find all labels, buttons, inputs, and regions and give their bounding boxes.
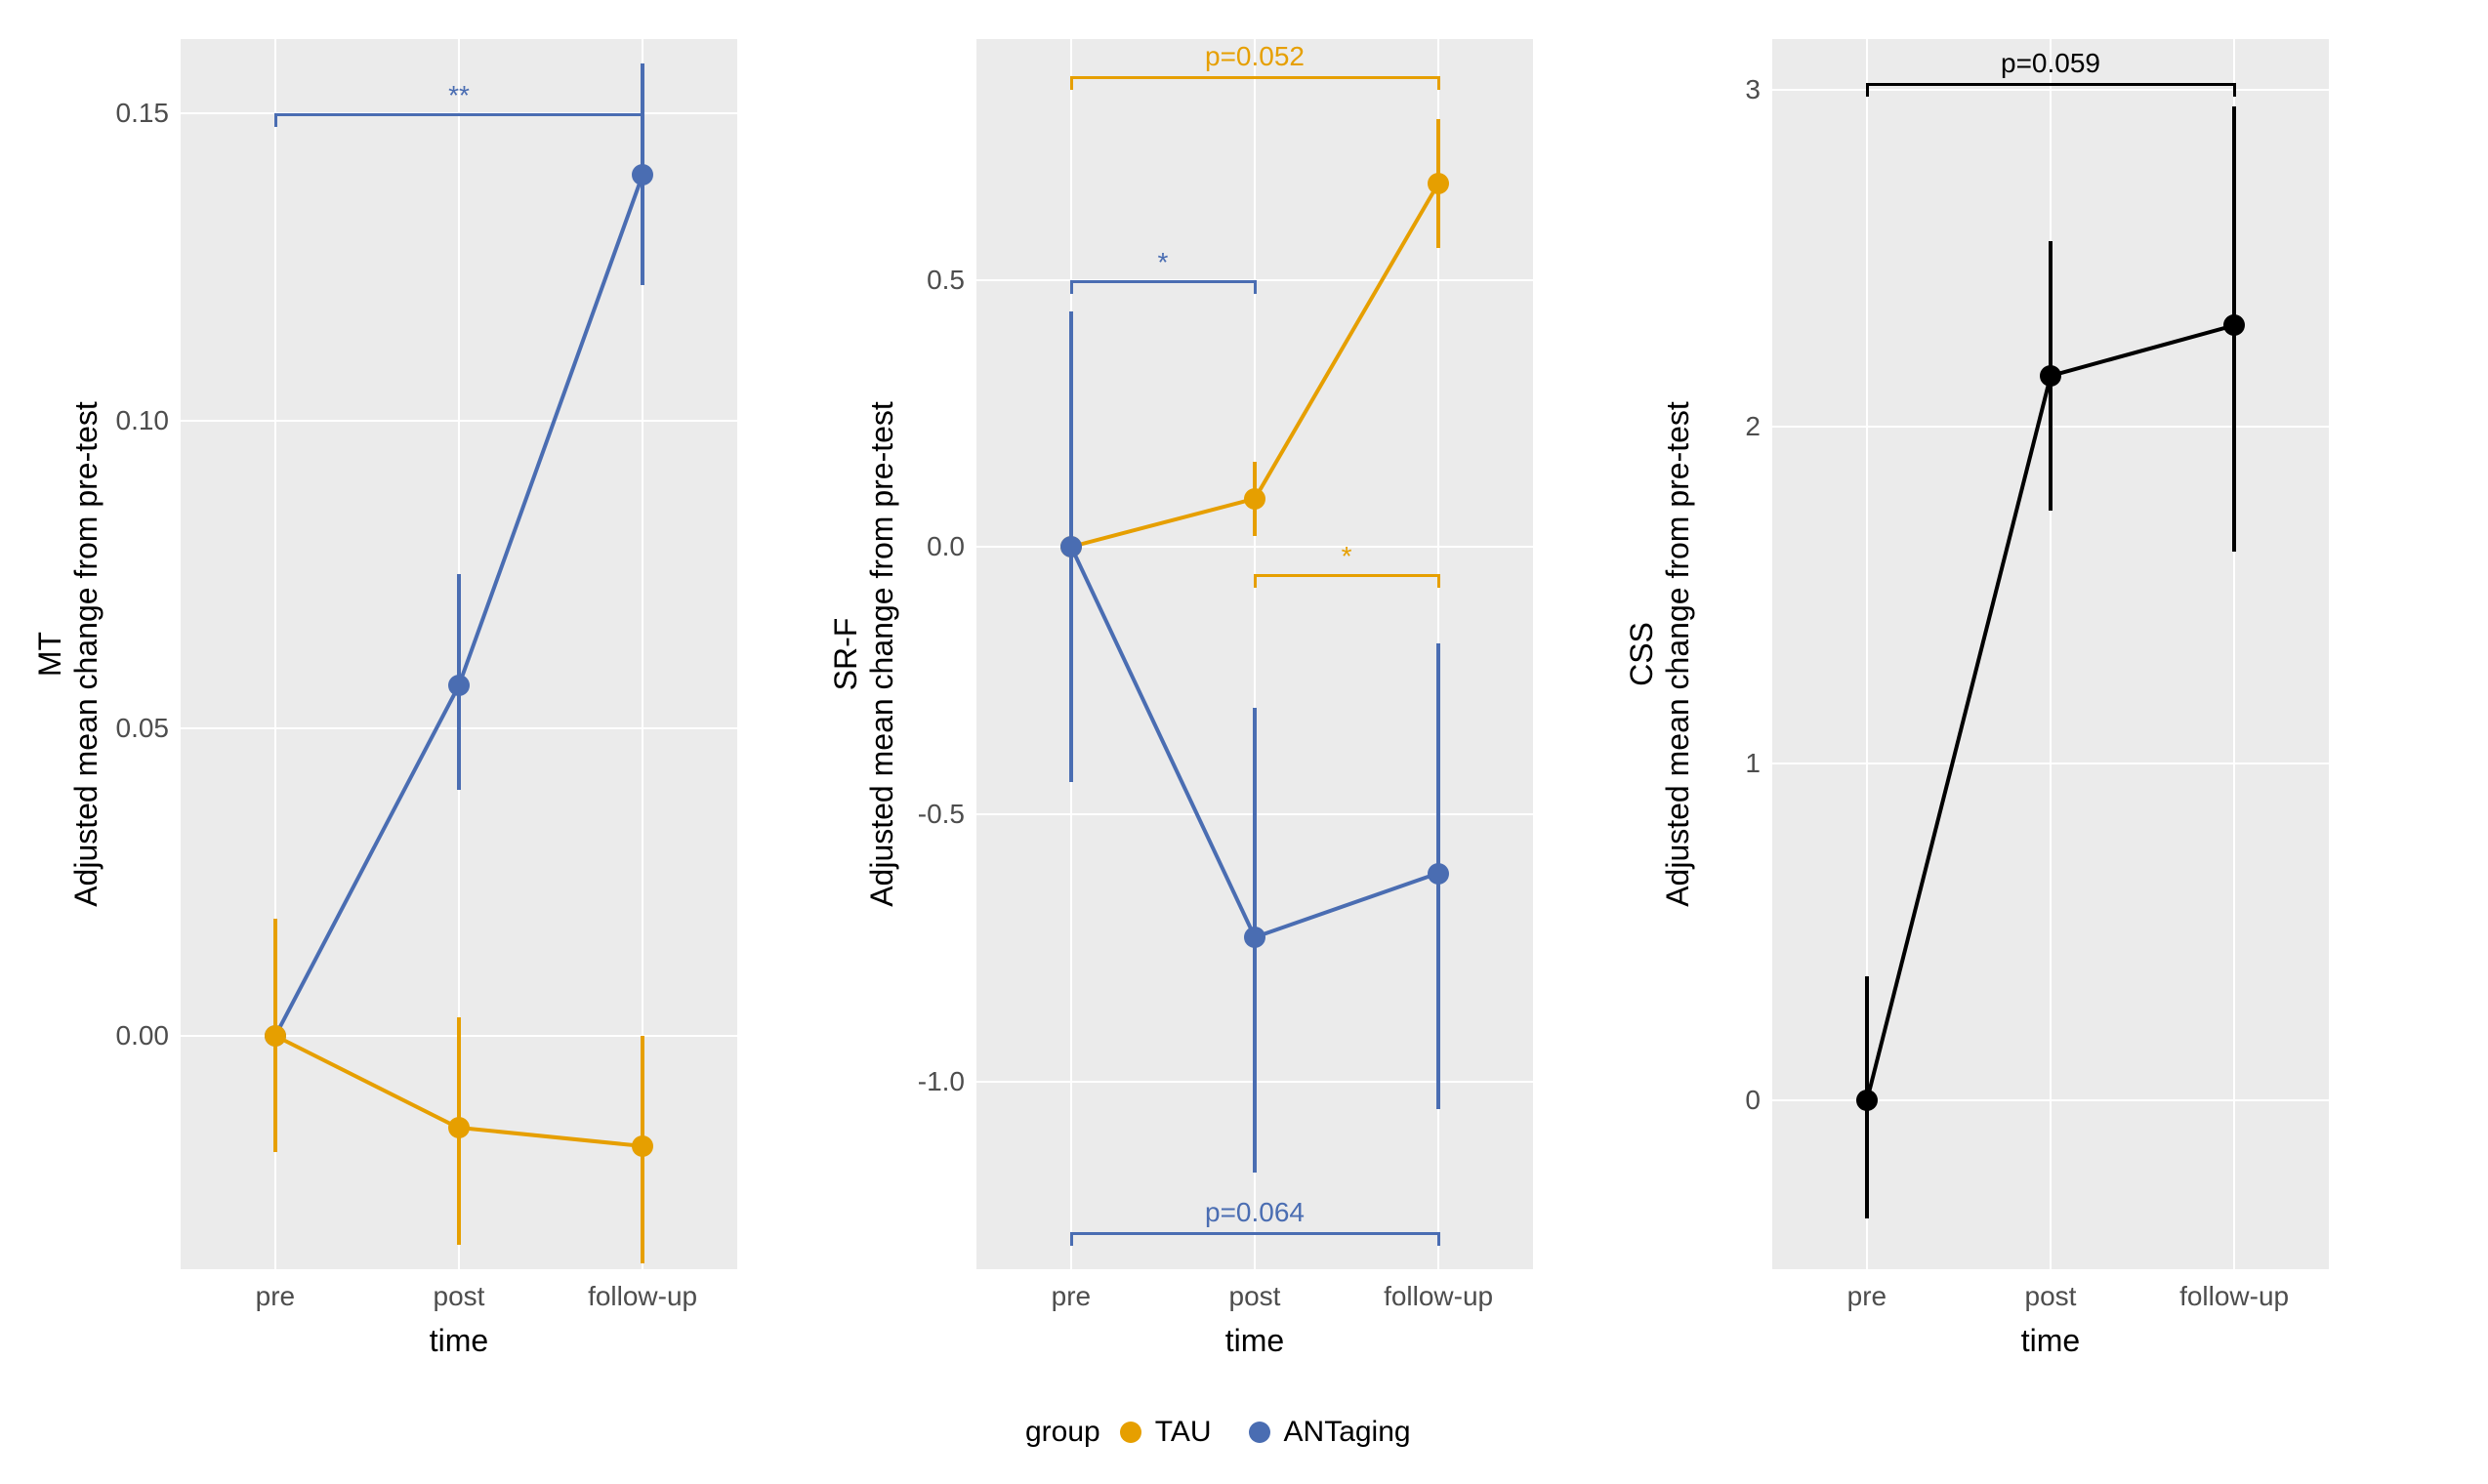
series-segment bbox=[457, 174, 644, 685]
significance-label: p=0.064 bbox=[1205, 1197, 1305, 1228]
ytick-label: 1 bbox=[1745, 748, 1772, 779]
sig-tick bbox=[1437, 76, 1440, 90]
ytick-label: 0.10 bbox=[116, 405, 182, 436]
significance-bar bbox=[275, 113, 643, 116]
sig-tick bbox=[1866, 83, 1869, 97]
ytick-label: -0.5 bbox=[918, 799, 976, 830]
data-point bbox=[2040, 365, 2061, 387]
xtick-label: post bbox=[2025, 1269, 2077, 1312]
series-segment bbox=[273, 684, 461, 1037]
sig-tick bbox=[1254, 280, 1257, 294]
series-segment bbox=[1069, 547, 1257, 939]
y-axis-title-line1: MT bbox=[32, 401, 68, 907]
significance-bar bbox=[1867, 83, 2234, 86]
sig-tick bbox=[2233, 83, 2236, 97]
legend-swatch bbox=[1120, 1422, 1141, 1443]
legend-title: group bbox=[1025, 1416, 1100, 1449]
plot-area: -1.0-0.50.00.5prepostfollow-uptimeSR-FAd… bbox=[976, 39, 1533, 1269]
y-axis-title-line2: Adjusted mean change from pre-test bbox=[864, 401, 900, 907]
panel-srf: -1.0-0.50.00.5prepostfollow-uptimeSR-FAd… bbox=[976, 39, 1533, 1269]
y-axis-title: SR-FAdjusted mean change from pre-test bbox=[828, 401, 900, 907]
plot-area: 0123prepostfollow-uptimeCSSAdjusted mean… bbox=[1772, 39, 2329, 1269]
data-point bbox=[1428, 863, 1449, 885]
xtick-label: pre bbox=[1847, 1269, 1887, 1312]
significance-label: * bbox=[1157, 247, 1168, 278]
sig-tick bbox=[1437, 574, 1440, 588]
legend-swatch bbox=[1249, 1422, 1270, 1443]
ytick-label: 0.15 bbox=[116, 98, 182, 129]
ytick-label: 0 bbox=[1745, 1085, 1772, 1116]
sig-tick bbox=[1254, 574, 1257, 588]
ytick-label: 3 bbox=[1745, 74, 1772, 105]
ytick-label: 2 bbox=[1745, 411, 1772, 442]
panel-mt: 0.000.050.100.15prepostfollow-uptimeMTAd… bbox=[181, 39, 737, 1269]
series-segment bbox=[1070, 497, 1255, 549]
sig-tick bbox=[1437, 1232, 1440, 1246]
data-point bbox=[1856, 1090, 1878, 1111]
series-segment bbox=[1254, 872, 1438, 940]
significance-label: p=0.059 bbox=[2001, 48, 2100, 79]
ytick-label: 0.5 bbox=[927, 265, 976, 296]
series-segment bbox=[1865, 376, 2053, 1101]
xtick-label: follow-up bbox=[1384, 1269, 1493, 1312]
gridline-v bbox=[2050, 39, 2052, 1269]
y-axis-title-line1: SR-F bbox=[828, 401, 864, 907]
sig-tick bbox=[274, 113, 277, 127]
xtick-label: pre bbox=[1052, 1269, 1091, 1312]
x-axis-title: time bbox=[1225, 1323, 1284, 1359]
plot-area: 0.000.050.100.15prepostfollow-uptimeMTAd… bbox=[181, 39, 737, 1269]
legend: group TAU ANTaging bbox=[1025, 1416, 1434, 1449]
data-point bbox=[1060, 536, 1082, 557]
ytick-label: 0.0 bbox=[927, 531, 976, 562]
x-axis-title: time bbox=[2021, 1323, 2080, 1359]
data-point bbox=[448, 1117, 470, 1138]
series-segment bbox=[1253, 183, 1440, 500]
significance-bar bbox=[1071, 280, 1255, 283]
series-segment bbox=[2050, 323, 2234, 378]
significance-label: * bbox=[1342, 541, 1352, 572]
significance-label: ** bbox=[448, 80, 470, 111]
data-point bbox=[1244, 927, 1265, 948]
data-point bbox=[632, 164, 653, 186]
xtick-label: post bbox=[1229, 1269, 1281, 1312]
data-point bbox=[1428, 173, 1449, 194]
sig-tick bbox=[642, 113, 644, 127]
y-axis-title: MTAdjusted mean change from pre-test bbox=[32, 401, 104, 907]
y-axis-title: CSSAdjusted mean change from pre-test bbox=[1624, 401, 1696, 907]
y-axis-title-line2: Adjusted mean change from pre-test bbox=[68, 401, 104, 907]
x-axis-title: time bbox=[430, 1323, 488, 1359]
y-axis-title-line2: Adjusted mean change from pre-test bbox=[1660, 401, 1696, 907]
significance-label: p=0.052 bbox=[1205, 41, 1305, 72]
xtick-label: pre bbox=[256, 1269, 295, 1312]
xtick-label: follow-up bbox=[2179, 1269, 2289, 1312]
significance-bar bbox=[1255, 574, 1438, 577]
significance-bar bbox=[1071, 76, 1438, 79]
data-point bbox=[632, 1135, 653, 1157]
data-point bbox=[1244, 488, 1265, 510]
sig-tick bbox=[1070, 1232, 1073, 1246]
legend-item-label: ANTaging bbox=[1284, 1416, 1411, 1449]
data-point bbox=[2223, 314, 2245, 336]
sig-tick bbox=[1070, 76, 1073, 90]
xtick-label: post bbox=[434, 1269, 485, 1312]
ytick-label: -1.0 bbox=[918, 1066, 976, 1097]
significance-bar bbox=[1071, 1232, 1438, 1235]
legend-item-label: TAU bbox=[1155, 1416, 1212, 1449]
ytick-label: 0.00 bbox=[116, 1020, 182, 1051]
panel-css: 0123prepostfollow-uptimeCSSAdjusted mean… bbox=[1772, 39, 2329, 1269]
y-axis-title-line1: CSS bbox=[1624, 401, 1660, 907]
figure-root: 0.000.050.100.15prepostfollow-uptimeMTAd… bbox=[0, 0, 2488, 1484]
series-segment bbox=[459, 1126, 643, 1148]
xtick-label: follow-up bbox=[588, 1269, 697, 1312]
series-segment bbox=[274, 1034, 460, 1130]
data-point bbox=[265, 1025, 286, 1047]
data-point bbox=[448, 675, 470, 696]
ytick-label: 0.05 bbox=[116, 713, 182, 744]
sig-tick bbox=[1070, 280, 1073, 294]
